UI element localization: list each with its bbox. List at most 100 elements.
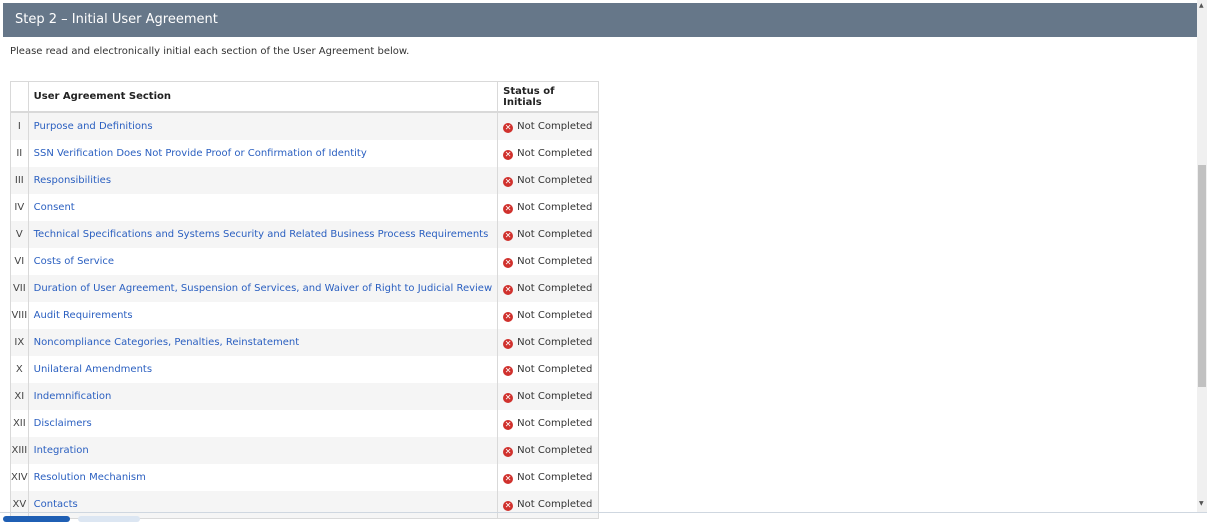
section-number: XIV — [10, 464, 29, 491]
status-text: Not Completed — [517, 309, 593, 321]
user-agreement-table: User Agreement Section Status of Initial… — [10, 81, 600, 519]
status-text: Not Completed — [517, 120, 593, 132]
status-text: Not Completed — [517, 444, 593, 456]
status-text: Not Completed — [517, 390, 593, 402]
secondary-button[interactable] — [78, 516, 140, 522]
section-number: XV — [10, 491, 29, 519]
status-text: Not Completed — [517, 417, 593, 429]
scrollbar-thumb[interactable] — [1198, 165, 1206, 387]
table-row: XIV Resolution Mechanism ✕ Not Completed — [10, 464, 600, 491]
section-number: XI — [10, 383, 29, 410]
x-circle-icon: ✕ — [503, 338, 514, 349]
status-text: Not Completed — [517, 282, 593, 294]
col-section-header: User Agreement Section — [27, 81, 499, 113]
section-cell: Disclaimers — [27, 410, 499, 437]
status-cell: ✕ Not Completed — [497, 140, 600, 167]
x-circle-icon: ✕ — [503, 419, 514, 430]
status-cell: ✕ Not Completed — [497, 112, 600, 140]
scroll-down-arrow-icon[interactable]: ▼ — [1199, 500, 1204, 507]
section-number: X — [10, 356, 29, 383]
col-status-header: Status of Initials — [497, 81, 600, 113]
table-row: VIII Audit Requirements ✕ Not Completed — [10, 302, 600, 329]
status-text: Not Completed — [517, 174, 593, 186]
table-row: V Technical Specifications and Systems S… — [10, 221, 600, 248]
section-link[interactable]: Costs of Service — [33, 256, 115, 267]
section-link[interactable]: Consent — [33, 202, 75, 213]
section-cell: Integration — [27, 437, 499, 464]
x-circle-icon: ✕ — [503, 392, 514, 403]
section-link[interactable]: Indemnification — [33, 391, 112, 402]
instructions: Please read and electronically initial e… — [10, 46, 410, 57]
section-cell: Unilateral Amendments — [27, 356, 499, 383]
table-row: VII Duration of User Agreement, Suspensi… — [10, 275, 600, 302]
section-cell: Audit Requirements — [27, 302, 499, 329]
section-number: I — [10, 112, 29, 140]
status-text: Not Completed — [517, 228, 593, 240]
section-link[interactable]: Integration — [33, 445, 89, 456]
status-cell: ✕ Not Completed — [497, 329, 600, 356]
section-link[interactable]: SSN Verification Does Not Provide Proof … — [33, 148, 367, 159]
table-row: I Purpose and Definitions ✕ Not Completed — [10, 112, 600, 140]
x-circle-icon: ✕ — [503, 311, 514, 322]
section-number: III — [10, 167, 29, 194]
section-link[interactable]: Audit Requirements — [33, 310, 133, 321]
section-link[interactable]: Unilateral Amendments — [33, 364, 153, 375]
section-cell: SSN Verification Does Not Provide Proof … — [27, 140, 499, 167]
col-num-header — [10, 81, 29, 113]
status-text: Not Completed — [517, 147, 593, 159]
section-number: VIII — [10, 302, 29, 329]
status-text: Not Completed — [517, 336, 593, 348]
vertical-scrollbar[interactable]: ▲ ▼ — [1197, 0, 1207, 512]
table-row: II SSN Verification Does Not Provide Pro… — [10, 140, 600, 167]
x-circle-icon: ✕ — [503, 446, 514, 457]
section-link[interactable]: Technical Specifications and Systems Sec… — [33, 229, 489, 240]
section-number: XIII — [10, 437, 29, 464]
section-number: II — [10, 140, 29, 167]
section-link[interactable]: Contacts — [33, 499, 78, 510]
section-cell: Noncompliance Categories, Penalties, Rei… — [27, 329, 499, 356]
section-number: IX — [10, 329, 29, 356]
primary-button[interactable] — [3, 516, 70, 522]
section-link[interactable]: Duration of User Agreement, Suspension o… — [33, 283, 493, 294]
status-cell: ✕ Not Completed — [497, 437, 600, 464]
section-link[interactable]: Resolution Mechanism — [33, 472, 146, 483]
x-circle-icon: ✕ — [503, 500, 514, 511]
status-text: Not Completed — [517, 201, 593, 213]
x-circle-icon: ✕ — [503, 122, 514, 133]
x-circle-icon: ✕ — [503, 257, 514, 268]
table-row: XIII Integration ✕ Not Completed — [10, 437, 600, 464]
x-circle-icon: ✕ — [503, 473, 514, 484]
status-text: Not Completed — [517, 363, 593, 375]
section-number: IV — [10, 194, 29, 221]
status-cell: ✕ Not Completed — [497, 221, 600, 248]
scroll-up-arrow-icon[interactable]: ▲ — [1199, 2, 1204, 9]
section-link[interactable]: Disclaimers — [33, 418, 92, 429]
section-cell: Duration of User Agreement, Suspension o… — [27, 275, 499, 302]
footer-divider — [0, 512, 1207, 513]
table-row: IV Consent ✕ Not Completed — [10, 194, 600, 221]
section-cell: Indemnification — [27, 383, 499, 410]
status-cell: ✕ Not Completed — [497, 356, 600, 383]
x-circle-icon: ✕ — [503, 203, 514, 214]
table-row: XI Indemnification ✕ Not Completed — [10, 383, 600, 410]
table-header-row: User Agreement Section Status of Initial… — [10, 81, 600, 113]
status-cell: ✕ Not Completed — [497, 491, 600, 519]
status-text: Not Completed — [517, 498, 593, 510]
x-circle-icon: ✕ — [503, 284, 514, 295]
status-cell: ✕ Not Completed — [497, 302, 600, 329]
x-circle-icon: ✕ — [503, 149, 514, 160]
status-cell: ✕ Not Completed — [497, 410, 600, 437]
status-cell: ✕ Not Completed — [497, 275, 600, 302]
section-cell: Responsibilities — [27, 167, 499, 194]
table-row: XII Disclaimers ✕ Not Completed — [10, 410, 600, 437]
section-link[interactable]: Responsibilities — [33, 175, 112, 186]
section-link[interactable]: Purpose and Definitions — [33, 121, 153, 132]
section-number: VII — [10, 275, 29, 302]
status-cell: ✕ Not Completed — [497, 464, 600, 491]
table-row: IX Noncompliance Categories, Penalties, … — [10, 329, 600, 356]
section-link[interactable]: Noncompliance Categories, Penalties, Rei… — [33, 337, 300, 348]
table-row: III Responsibilities ✕ Not Completed — [10, 167, 600, 194]
section-cell: Resolution Mechanism — [27, 464, 499, 491]
table-row: VI Costs of Service ✕ Not Completed — [10, 248, 600, 275]
x-circle-icon: ✕ — [503, 176, 514, 187]
